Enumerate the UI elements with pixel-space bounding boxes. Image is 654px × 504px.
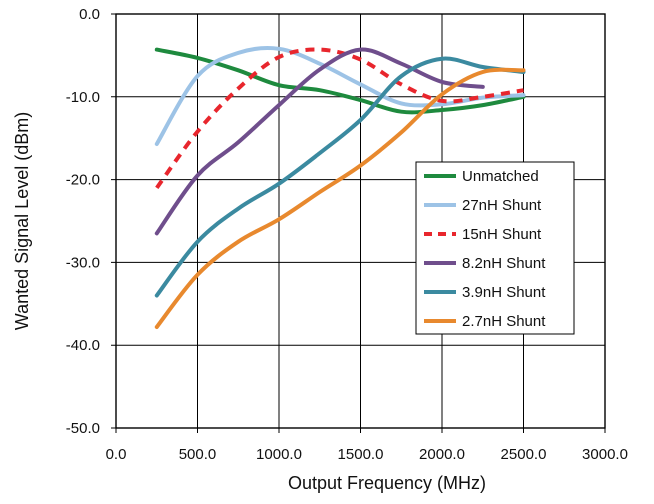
y-tick-label: -20.0 [66,172,100,189]
y-axis-title: Wanted Signal Level (dBm) [12,112,32,330]
y-tick-label: -10.0 [66,89,100,106]
legend-label-3-9nh-shunt: 3.9nH Shunt [462,284,546,301]
y-axis-tick-labels: 0.0 -10.0 -20.0 -30.0 -40.0 -50.0 [66,6,100,437]
series-line-unmatched [154,47,526,115]
legend-box [415,161,575,335]
plot-area-frame [115,13,606,429]
x-tick-label: 1000.0 [256,446,302,463]
legend-label-8-2nh-shunt: 8.2nH Shunt [462,255,546,272]
series-lines [154,46,526,329]
y-tick-label: -30.0 [66,254,100,271]
legend-label-unmatched: Unmatched [462,168,539,185]
x-axis-tick-labels: 0.0 500.0 1000.0 1500.0 2000.0 2500.0 3000.0 [106,446,628,463]
x-tick-label: 0.0 [106,446,127,463]
x-tick-label: 2500.0 [501,446,547,463]
y-tick-label: 0.0 [79,6,100,23]
x-tick-label: 1500.0 [338,446,384,463]
y-tick-label: -50.0 [66,420,100,437]
series-line-2-7nh-shunt [154,67,526,329]
x-tick-label: 500.0 [179,446,217,463]
x-tick-label: 2000.0 [419,446,465,463]
legend-label-15nh-shunt: 15nH Shunt [462,226,542,243]
x-tick-label: 3000.0 [582,446,628,463]
legend-label-2-7nh-shunt: 2.7nH Shunt [462,313,546,330]
series-line-3-9nh-shunt [154,56,526,298]
x-axis-title: Output Frequency (MHz) [288,473,486,493]
y-tick-label: -40.0 [66,337,100,354]
legend-label-27nh-shunt: 27nH Shunt [462,197,542,214]
series-line-8-2nh-shunt [154,47,485,236]
legend: Unmatched 27nH Shunt 15nH Shunt 8.2nH Shunt… [415,161,575,335]
series-line-15nh-shunt [155,47,524,190]
